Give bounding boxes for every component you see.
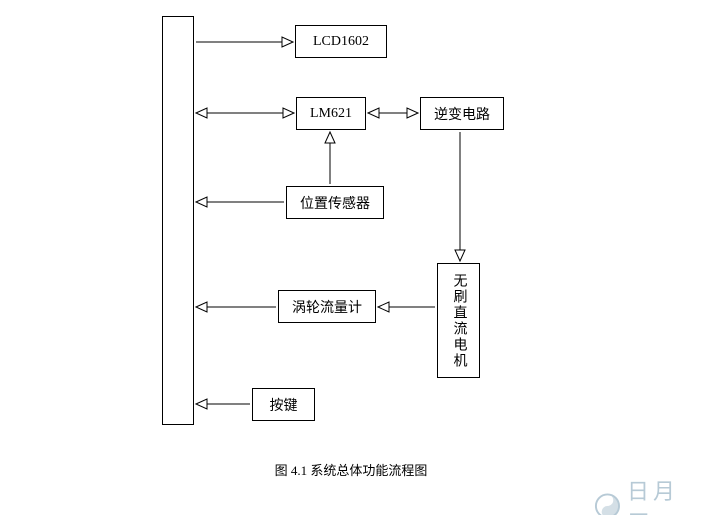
edges-layer xyxy=(0,0,702,515)
figure-caption-text: 图 4.1 系统总体功能流程图 xyxy=(275,463,428,478)
node-inverter-label: 逆变电路 xyxy=(434,104,490,124)
node-lcd: LCD1602 xyxy=(295,25,387,58)
node-bldc-motor: 无刷直流电机 xyxy=(437,263,480,378)
node-lcd-label: LCD1602 xyxy=(313,34,369,50)
node-position-sensor-label: 位置传感器 xyxy=(300,193,370,213)
node-lm621-label: LM621 xyxy=(310,106,352,122)
node-turbine-flowmeter: 涡轮流量计 xyxy=(278,290,376,323)
node-position-sensor: 位置传感器 xyxy=(286,186,384,219)
watermark-text: 日月辰 xyxy=(627,474,702,515)
node-bldc-motor-label: 无刷直流电机 xyxy=(449,273,469,369)
node-inverter: 逆变电路 xyxy=(420,97,504,130)
node-keys: 按键 xyxy=(252,388,315,421)
watermark: 日月辰 xyxy=(594,474,702,515)
node-controller xyxy=(162,16,194,425)
watermark-icon xyxy=(594,492,621,515)
node-turbine-flowmeter-label: 涡轮流量计 xyxy=(292,297,362,317)
node-keys-label: 按键 xyxy=(270,395,298,415)
node-lm621: LM621 xyxy=(296,97,366,130)
